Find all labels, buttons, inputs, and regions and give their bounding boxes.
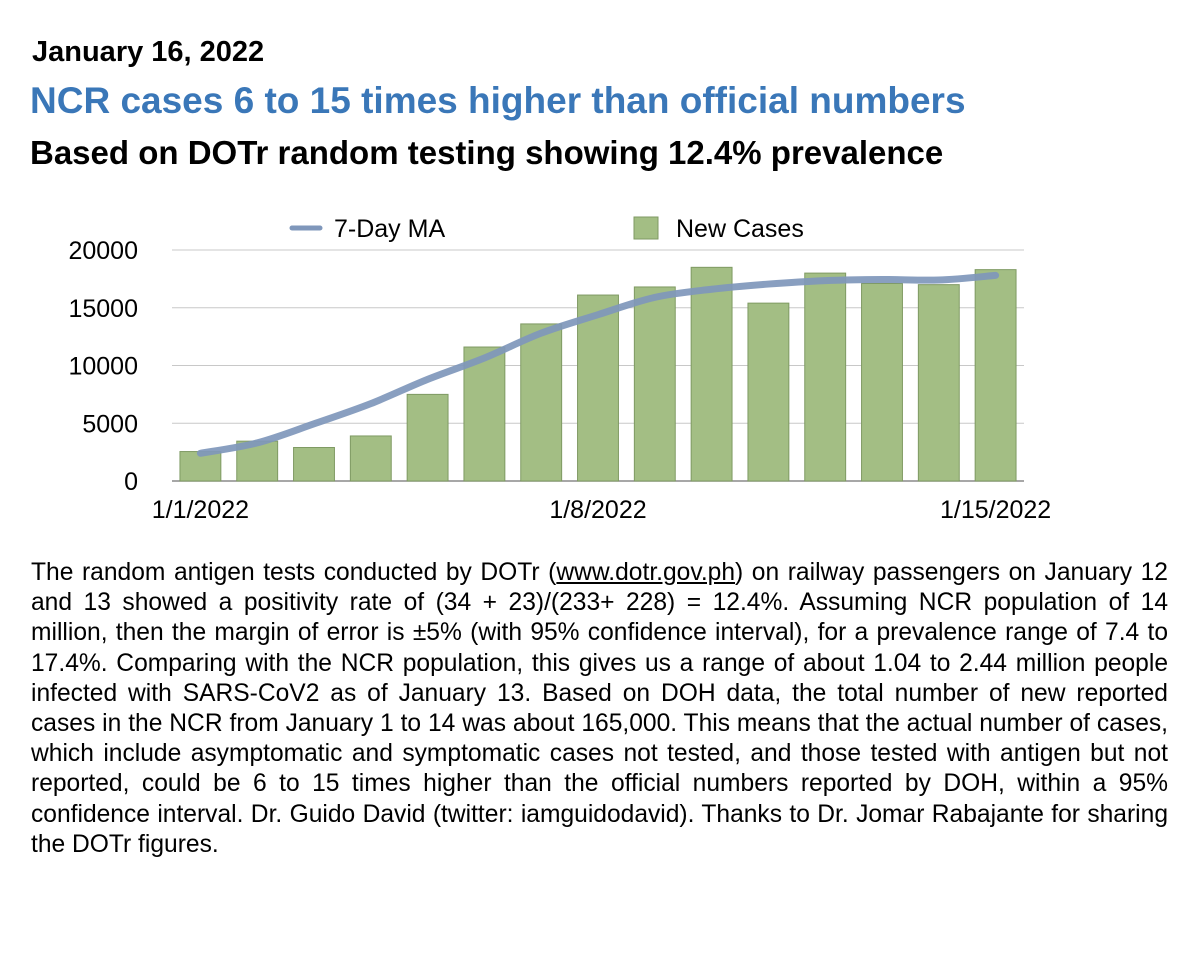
bars <box>179 266 1017 482</box>
bar-new-cases <box>293 447 335 482</box>
date-heading: January 16, 2022 <box>32 36 265 68</box>
chart-subtitle: Based on DOTr random testing showing 12.… <box>30 134 944 171</box>
x-tick-label: 1/8/2022 <box>549 496 646 524</box>
ma-line-group <box>196 271 1000 457</box>
description-text-1: The random antigen tests conducted by DO… <box>31 559 557 586</box>
bar-new-cases <box>349 435 392 482</box>
y-tick-label: 10000 <box>68 353 138 381</box>
x-axis-ticks: 1/1/2022 1/8/2022 1/15/2022 <box>152 496 1051 524</box>
legend-bar-swatch <box>633 216 659 240</box>
y-tick-label: 0 <box>124 468 138 496</box>
legend: 7-Day MA New Cases <box>289 215 804 243</box>
bar-new-cases <box>577 294 619 482</box>
bar-new-cases <box>974 269 1017 482</box>
legend-label-new-cases: New Cases <box>676 215 804 243</box>
bar-new-cases <box>690 266 733 482</box>
bar-new-cases <box>463 346 506 482</box>
bar-new-cases <box>917 284 960 482</box>
bar-new-cases <box>406 393 449 482</box>
description-text-2: ) on railway passengers on January 12 an… <box>31 559 1168 858</box>
bar-new-cases <box>633 286 676 482</box>
bar-new-cases <box>861 282 903 482</box>
bar-new-cases <box>747 302 790 482</box>
description-paragraph: The random antigen tests conducted by DO… <box>31 558 1168 860</box>
dotr-link[interactable]: www.dotr.gov.ph <box>556 559 736 586</box>
ma-line <box>196 271 1000 457</box>
x-tick-label: 1/15/2022 <box>940 496 1051 524</box>
y-tick-label: 15000 <box>68 295 138 323</box>
x-tick-label: 1/1/2022 <box>152 496 249 524</box>
bar-new-cases <box>236 440 279 482</box>
bar-new-cases <box>804 272 847 482</box>
chart-title: NCR cases 6 to 15 times higher than offi… <box>30 80 966 121</box>
y-tick-label: 20000 <box>68 237 138 265</box>
y-axis-ticks: 0 5000 10000 15000 20000 <box>68 237 138 496</box>
y-tick-label: 5000 <box>82 410 138 438</box>
legend-label-ma: 7-Day MA <box>334 215 445 243</box>
bar-new-cases <box>520 323 563 482</box>
